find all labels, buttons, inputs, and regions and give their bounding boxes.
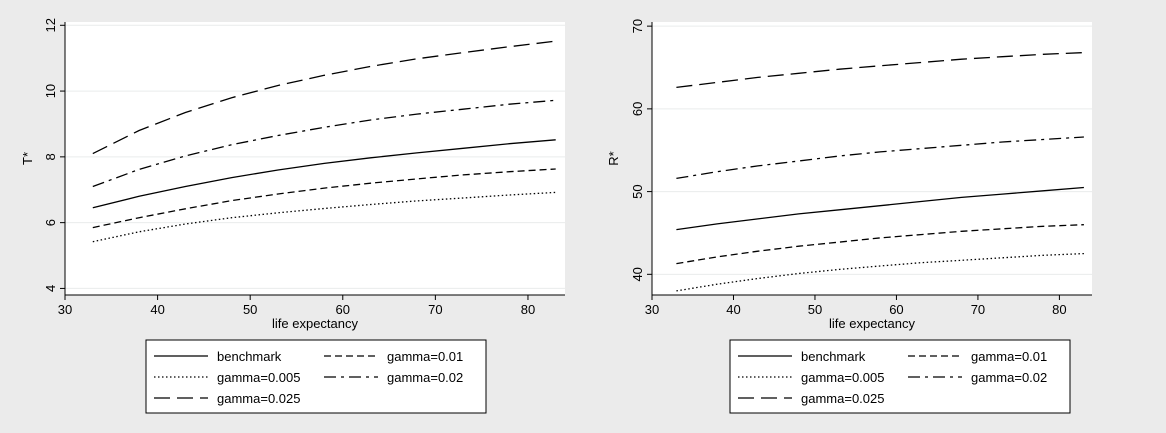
x-tick-label: 60	[889, 302, 903, 317]
legend-label: benchmark	[801, 349, 866, 364]
x-tick-label: 70	[428, 302, 442, 317]
chart-2: 40 50 60 70 30 40 50 60 70 80 life expectancy R* ben…	[606, 19, 1092, 414]
legend-label: gamma=0.02	[387, 370, 463, 385]
x-axis-title: life expectancy	[272, 316, 358, 331]
plot-area	[652, 22, 1092, 295]
series-line-gamma=0.02	[676, 136, 1084, 180]
x-tick-label: 60	[336, 302, 350, 317]
legend-label: gamma=0.02	[971, 370, 1047, 385]
series-line-gamma=0.01	[92, 168, 556, 229]
y-tick-label: 70	[630, 19, 645, 33]
y-tick-label: 8	[43, 153, 58, 160]
legend-label: gamma=0.01	[971, 349, 1047, 364]
y-tick-label: 50	[630, 184, 645, 198]
legend-label: gamma=0.005	[217, 370, 300, 385]
y-tick-label: 6	[43, 219, 58, 226]
legend-label: benchmark	[217, 349, 282, 364]
x-tick-label: 50	[243, 302, 257, 317]
chart-1: 4 6 8 10 12 30 40 50 60 70 80 life expectancy T* benc…	[20, 18, 565, 414]
y-tick-label: 12	[43, 18, 58, 32]
legend: benchmark gamma=0.01 gamma=0.005 gamma=0.02…	[729, 339, 1071, 414]
series-line-gamma=0.005	[92, 191, 556, 243]
plot-area	[65, 22, 565, 295]
y-tick-label: 4	[43, 285, 58, 292]
y-tick-label: 40	[630, 267, 645, 281]
x-tick-label: 40	[726, 302, 740, 317]
y-axis-title: T*	[20, 152, 35, 165]
legend-label: gamma=0.01	[387, 349, 463, 364]
y-tick-label: 60	[630, 102, 645, 116]
x-axis-title: life expectancy	[829, 316, 915, 331]
series-line-benchmark	[676, 186, 1084, 231]
x-tick-label: 50	[808, 302, 822, 317]
y-tick-label: 10	[43, 84, 58, 98]
x-tick-label: 30	[645, 302, 659, 317]
series-line-benchmark	[92, 139, 556, 209]
x-tick-label: 80	[1052, 302, 1066, 317]
x-tick-label: 40	[150, 302, 164, 317]
series-line-gamma=0.005	[676, 252, 1084, 292]
legend-label: gamma=0.025	[217, 391, 300, 406]
legend-label: gamma=0.025	[801, 391, 884, 406]
x-tick-label: 70	[971, 302, 985, 317]
series-line-gamma=0.01	[676, 224, 1084, 265]
x-tick-label: 30	[58, 302, 72, 317]
series-line-gamma=0.02	[92, 99, 556, 188]
series-line-gamma=0.025	[92, 40, 556, 155]
x-tick-label: 80	[521, 302, 535, 317]
legend-label: gamma=0.005	[801, 370, 884, 385]
legend: benchmark gamma=0.01 gamma=0.005 gamma=0.02…	[145, 339, 487, 414]
y-axis-title: R*	[606, 151, 621, 165]
